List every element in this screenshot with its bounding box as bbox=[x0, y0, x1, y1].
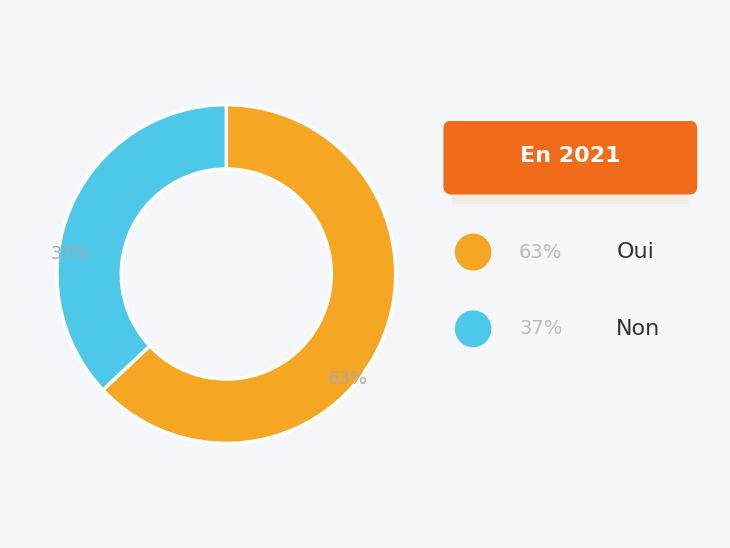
Text: 63%: 63% bbox=[328, 370, 368, 388]
Text: 63%: 63% bbox=[519, 243, 562, 261]
Wedge shape bbox=[103, 105, 396, 443]
FancyBboxPatch shape bbox=[443, 121, 697, 195]
Text: En 2021: En 2021 bbox=[520, 146, 620, 166]
Text: Oui: Oui bbox=[616, 242, 654, 262]
Text: 37%: 37% bbox=[519, 319, 562, 338]
Text: 37%: 37% bbox=[50, 244, 91, 262]
Wedge shape bbox=[57, 105, 226, 390]
Circle shape bbox=[456, 234, 491, 270]
Text: Non: Non bbox=[616, 319, 661, 339]
Circle shape bbox=[456, 311, 491, 347]
